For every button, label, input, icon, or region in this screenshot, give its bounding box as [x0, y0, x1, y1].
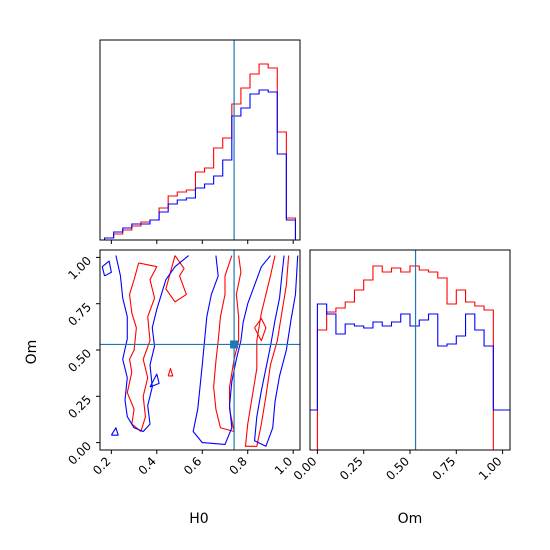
y-tick-label: 0.50 — [65, 346, 94, 375]
x-tick-label: 1.00 — [476, 454, 505, 483]
panel-frame — [309, 249, 511, 451]
x-tick-label: 0.2 — [90, 454, 113, 477]
contour-red-1 — [165, 255, 187, 303]
contour-blue-3 — [101, 260, 112, 277]
contour-blue-1 — [192, 255, 271, 445]
x-tick-label: 0.75 — [430, 454, 459, 483]
x-axis-label-om: Om — [398, 511, 423, 527]
panel-frame — [99, 39, 301, 241]
contour-blue-4 — [149, 373, 160, 388]
histogram-series-red — [310, 265, 510, 450]
contour-red-2 — [213, 255, 242, 433]
histogram-series-blue — [100, 89, 297, 240]
histogram-series-red — [100, 63, 297, 240]
contour-blue-5 — [110, 427, 119, 436]
truth-marker — [230, 340, 239, 349]
x-tick-label: 0.4 — [136, 454, 159, 477]
h0-histogram-panel — [99, 39, 301, 244]
plot-area — [310, 250, 510, 450]
om-histogram-panel: 0.00 0.25 0.50 0.75 1.00 — [291, 249, 511, 483]
y-tick-label: 0.00 — [65, 439, 94, 468]
x-tick-label: 0.8 — [226, 454, 249, 477]
y-tick-label: 1.00 — [65, 254, 94, 283]
contour-red-0 — [126, 262, 158, 433]
h0-om-contour-panel: 0.2 0.4 0.6 0.8 1.00.000.250.500.751.00 — [65, 249, 301, 478]
y-tick-label: 0.75 — [65, 300, 94, 329]
histogram-series-blue — [310, 303, 510, 411]
contour-red-4 — [254, 317, 267, 342]
x-tick-label: 0.50 — [383, 454, 412, 483]
contour-blue-0 — [115, 255, 189, 433]
x-tick-label: 0.25 — [337, 454, 366, 483]
plot-area — [100, 40, 297, 240]
x-axis-label-h0: H0 — [189, 511, 208, 527]
contour-red-5 — [167, 367, 174, 377]
x-tick-label: 0.6 — [181, 454, 204, 477]
contour-red-3 — [244, 255, 290, 447]
y-axis-label-om: Om — [24, 340, 40, 365]
plot-area — [100, 250, 300, 450]
contour-blue-2 — [253, 255, 299, 447]
y-tick-label: 0.25 — [65, 393, 94, 422]
x-tick-label: 0.00 — [291, 454, 320, 483]
axis-labels: H0 Om Om — [24, 340, 422, 527]
